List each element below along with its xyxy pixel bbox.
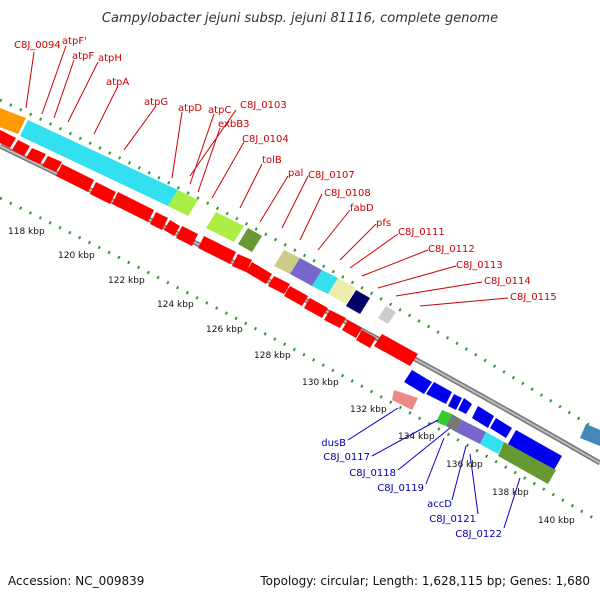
- label-fabd: fabD: [350, 203, 374, 214]
- label-c8j-0107: C8J_0107: [308, 170, 355, 181]
- feature-navy: [346, 290, 370, 314]
- tick-label: 138 kbp: [492, 488, 529, 498]
- tick-label: 136 kbp: [446, 460, 483, 470]
- forward-genes: [0, 130, 418, 366]
- label-c8j-0118: C8J_0118: [349, 468, 396, 479]
- label-atph: atpH: [98, 53, 122, 64]
- tick-label: 124 kbp: [157, 300, 194, 310]
- label-c8j-0119: C8J_0119: [377, 483, 424, 494]
- feature-atp-cyan: [20, 120, 178, 206]
- tick-label: 126 kbp: [206, 325, 243, 335]
- label-c8j-0104: C8J_0104: [242, 134, 289, 145]
- feature-pale-yellow: [328, 278, 356, 304]
- label-c8j-0115: C8J_0115: [510, 292, 557, 303]
- label-c8j-0103: C8J_0103: [240, 100, 287, 111]
- label-c8j-0121: C8J_0121: [429, 514, 476, 525]
- accession-text: Accession: NC_009839: [8, 574, 144, 588]
- label-pfs: pfs: [376, 218, 391, 229]
- tick-label: 134 kbp: [398, 432, 435, 442]
- bottom-leaders: [347, 407, 521, 529]
- label-accd: accD: [427, 499, 452, 510]
- kbp-ticks: 118 kbp 120 kbp 122 kbp 124 kbp 126 kbp …: [8, 227, 575, 526]
- bottom-labels: dusB C8J_0117 C8J_0118 C8J_0119 accD C8J…: [321, 438, 502, 540]
- label-atpa: atpA: [106, 77, 129, 88]
- label-c8j-0112: C8J_0112: [428, 244, 475, 255]
- label-atpg: atpG: [144, 97, 168, 108]
- feature-steel-blue: [580, 424, 600, 446]
- label-c8j-0094: C8J_0094: [14, 40, 61, 51]
- label-c8j-0114: C8J_0114: [484, 276, 531, 287]
- label-exbb3: exbB3: [218, 119, 249, 130]
- tick-label: 118 kbp: [8, 227, 45, 237]
- label-tolb: tolB: [262, 155, 282, 166]
- label-c8j-0108: C8J_0108: [324, 188, 371, 199]
- gene-forward: [0, 130, 16, 148]
- gc-track-inner: [0, 196, 600, 524]
- feature-gray: [378, 306, 396, 324]
- label-atpd: atpD: [178, 103, 202, 114]
- feature-atpc-green: [168, 190, 198, 216]
- label-atpf: atpF: [72, 51, 94, 62]
- feature-orange: [0, 108, 10, 128]
- reverse-genes: [392, 370, 600, 484]
- label-dusb: dusB: [321, 438, 346, 449]
- label-atpc: atpC: [208, 105, 231, 116]
- feature-track-top: [0, 108, 396, 324]
- feature-olive: [238, 228, 262, 252]
- feature-pink: [392, 390, 418, 410]
- tick-label: 120 kbp: [58, 251, 95, 261]
- feature-purple: [290, 258, 322, 286]
- top-leaders: [25, 45, 509, 307]
- tick-label: 140 kbp: [538, 516, 575, 526]
- map-title: Campylobacter jejuni subsp. jejuni 81116…: [102, 11, 498, 26]
- label-atpf-prime: atpF': [62, 36, 87, 47]
- label-c8j-0111: C8J_0111: [398, 227, 445, 238]
- topology-text: Topology: circular; Length: 1,628,115 bp…: [259, 574, 590, 588]
- feature-tan: [274, 250, 300, 274]
- label-c8j-0122: C8J_0122: [455, 529, 502, 540]
- tick-label: 132 kbp: [350, 405, 387, 415]
- label-c8j-0113: C8J_0113: [456, 260, 503, 271]
- tick-label: 130 kbp: [302, 378, 339, 388]
- tick-label: 122 kbp: [108, 276, 145, 286]
- label-pal: pal: [288, 168, 303, 179]
- label-c8j-0117: C8J_0117: [323, 452, 370, 463]
- top-labels: C8J_0094 atpF' atpF atpH atpA atpG atpD …: [14, 36, 557, 303]
- tick-label: 128 kbp: [254, 351, 291, 361]
- gene-reverse: [404, 370, 432, 394]
